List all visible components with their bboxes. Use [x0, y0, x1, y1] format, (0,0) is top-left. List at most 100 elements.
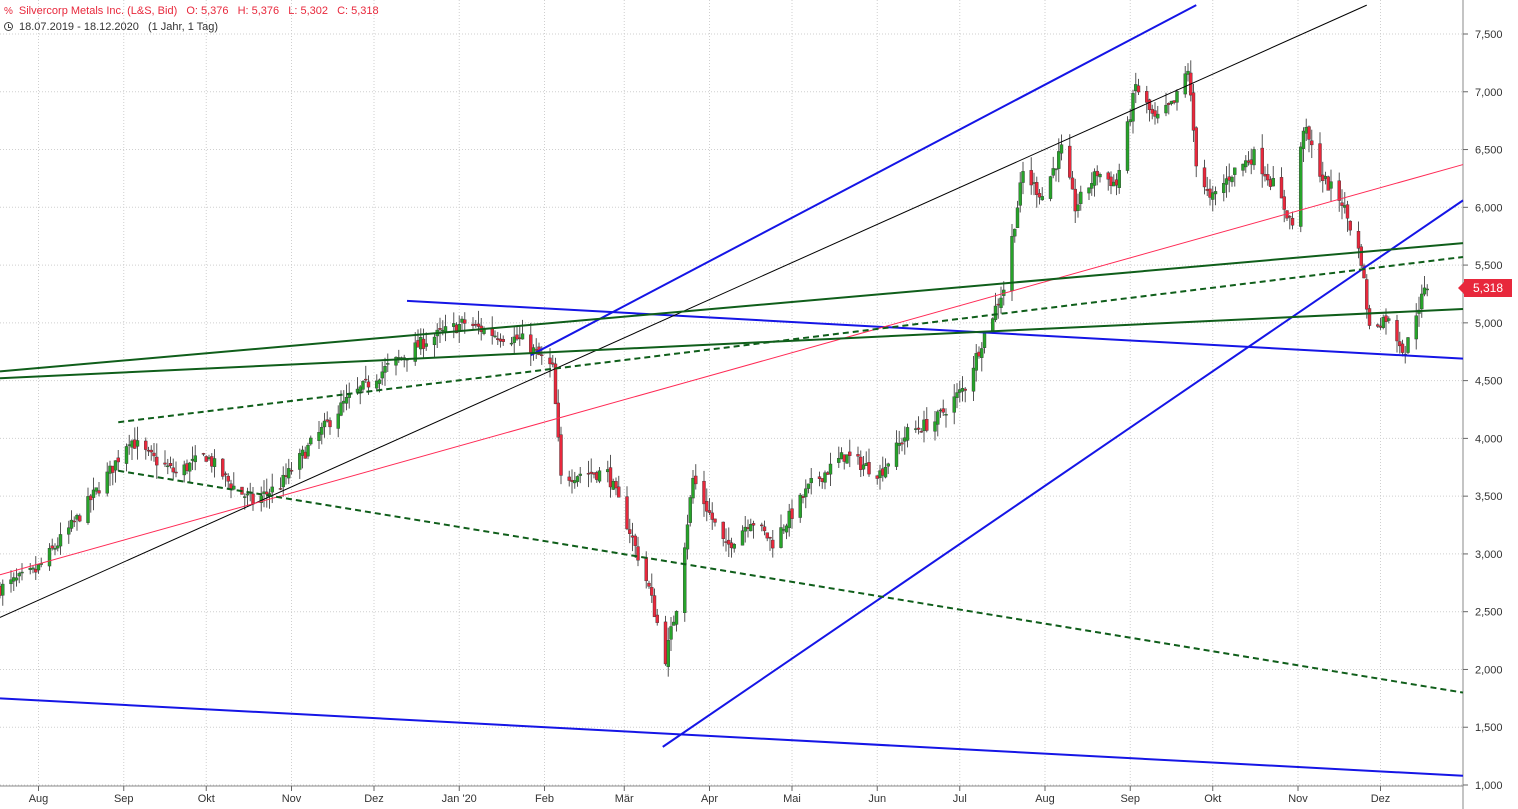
- y-tick-label: 1,500: [1475, 722, 1503, 734]
- candle-body: [628, 529, 632, 534]
- time-axis: Aug Sep Okt Nov Dez Jan '20 Feb Mär Apr Mai Jun Jul…: [29, 786, 1390, 805]
- y-tick-label: 7,000: [1475, 87, 1503, 99]
- candle-body: [941, 408, 945, 413]
- candle-body: [1068, 145, 1072, 178]
- candle-body: [1015, 207, 1020, 229]
- candle-body: [702, 480, 706, 505]
- x-tick-label: Nov: [1288, 793, 1308, 805]
- candle-body: [798, 494, 802, 518]
- candle-body: [452, 323, 456, 327]
- close-value: C: 5,318: [337, 5, 379, 17]
- candle-body: [1051, 168, 1055, 176]
- candle-body: [828, 463, 833, 475]
- green-trend-line[interactable]: [0, 307, 1464, 380]
- candle-body: [663, 621, 668, 665]
- candle-body: [221, 458, 225, 477]
- candle-body: [135, 440, 140, 447]
- candle-body: [328, 420, 332, 428]
- candle-body: [460, 318, 464, 323]
- candles: [0, 60, 1429, 677]
- candle-body: [1271, 178, 1275, 187]
- candle-body: [848, 451, 852, 456]
- candle-body: [589, 471, 593, 474]
- candle-body: [515, 334, 519, 340]
- green-trend-line[interactable]: [0, 242, 1464, 373]
- candle-body: [69, 519, 74, 529]
- candle-body: [441, 329, 445, 332]
- x-tick-label: Jan '20: [442, 793, 477, 805]
- candle-body: [749, 524, 753, 532]
- candle-body: [366, 381, 371, 388]
- candle-body: [72, 520, 76, 523]
- candle-body: [300, 449, 305, 456]
- blue-trend-line[interactable]: [662, 199, 1464, 748]
- candle-body: [1395, 320, 1399, 342]
- candle-body: [1211, 192, 1215, 200]
- y-tick-label: 3,500: [1475, 491, 1503, 503]
- candle-body: [823, 472, 827, 483]
- candle-body: [958, 389, 962, 393]
- candle-body: [174, 471, 178, 474]
- blue-trend-line[interactable]: [530, 4, 1197, 357]
- candle-body: [1183, 73, 1187, 95]
- candle-body: [553, 363, 558, 405]
- candle-body: [394, 356, 398, 366]
- candle-body: [705, 501, 709, 512]
- candle-body: [1310, 140, 1314, 146]
- chart-grid: [0, 0, 1463, 786]
- candle-body: [1398, 341, 1402, 347]
- candle-body: [375, 380, 379, 389]
- candle-body: [845, 454, 849, 464]
- green-trend-line[interactable]: [118, 469, 1464, 694]
- candle-body: [925, 419, 929, 431]
- candle-body: [287, 468, 291, 479]
- trend-lines[interactable]: [0, 4, 1464, 777]
- candle-body: [1266, 174, 1270, 181]
- candle-body: [683, 547, 687, 613]
- candle-body: [837, 457, 841, 463]
- candle-body: [826, 472, 830, 475]
- price-axis: 1,000 1,500 2,000 2,500 3,000 3,500 4,000 4,500…: [1463, 29, 1503, 792]
- candle-body: [325, 419, 329, 422]
- candle-body: [817, 476, 822, 479]
- candle-body: [50, 545, 54, 549]
- candle-body: [67, 527, 71, 535]
- candle-body: [691, 477, 695, 499]
- candle-body: [933, 421, 937, 432]
- candle-body: [124, 446, 129, 464]
- candle-body: [768, 537, 772, 539]
- candle-body: [867, 462, 871, 475]
- candle-body: [573, 480, 577, 484]
- candle-body: [14, 577, 19, 581]
- candle-body: [113, 460, 118, 471]
- candle-body: [982, 332, 987, 348]
- candle-body: [938, 409, 943, 412]
- candle-body: [1381, 317, 1385, 328]
- candle-body: [1348, 220, 1352, 231]
- candle-body: [875, 475, 879, 479]
- candle-body: [320, 427, 324, 435]
- blue-trend-line[interactable]: [406, 299, 1464, 360]
- green-trend-line[interactable]: [118, 255, 1464, 424]
- x-tick-label: Mai: [783, 793, 801, 805]
- candle-body: [361, 381, 365, 390]
- candle-body: [188, 462, 192, 472]
- candle-body: [1244, 160, 1248, 168]
- candle-body: [1191, 92, 1196, 131]
- candle-body: [298, 453, 302, 470]
- candle-body: [152, 452, 156, 457]
- candle-body: [779, 527, 783, 548]
- candle-body: [251, 493, 255, 505]
- candle-body: [751, 523, 756, 526]
- candle-body: [347, 394, 351, 398]
- candle-body: [883, 466, 888, 478]
- red-trend-line[interactable]: [0, 164, 1464, 576]
- candle-body: [1288, 216, 1292, 218]
- candle-body: [608, 467, 613, 488]
- candle-body: [919, 431, 923, 433]
- candle-body: [168, 463, 173, 467]
- blue-trend-line[interactable]: [0, 697, 1464, 777]
- date-range: 18.07.2019 - 18.12.2020: [19, 21, 139, 33]
- candle-body: [1318, 143, 1322, 177]
